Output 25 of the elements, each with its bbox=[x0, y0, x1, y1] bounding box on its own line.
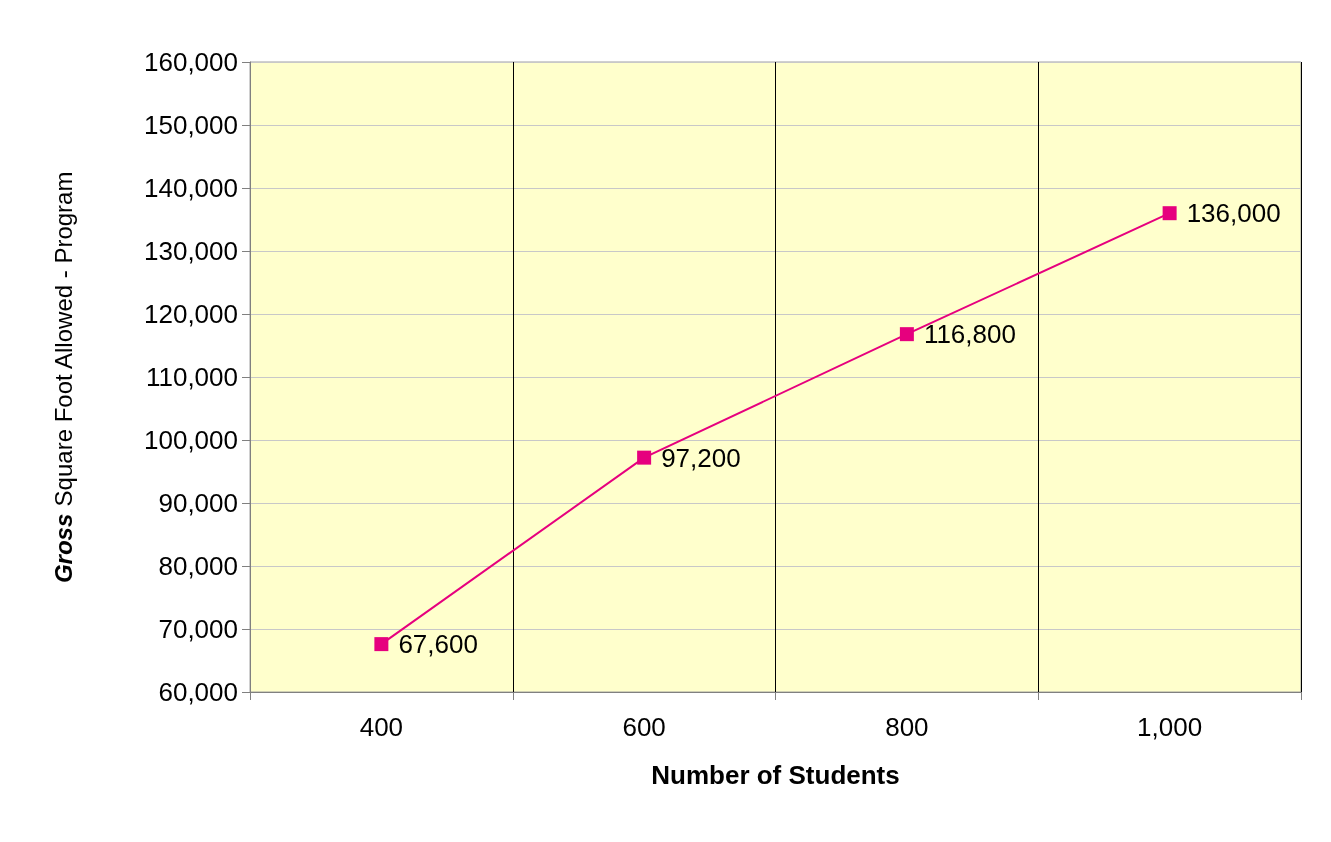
x-tick-label: 400 bbox=[359, 712, 404, 742]
point bbox=[637, 450, 652, 465]
y-tick-label: 140,000 bbox=[144, 173, 238, 203]
y-tick-label: 60,000 bbox=[158, 677, 238, 707]
point bbox=[374, 637, 389, 652]
y-tick-label: 80,000 bbox=[158, 551, 238, 581]
data-label: 136,000 bbox=[1186, 198, 1281, 229]
x-tick-label: 800 bbox=[885, 712, 929, 742]
y-tick-label: 150,000 bbox=[144, 110, 238, 140]
x-axis-title: Number of Students bbox=[651, 760, 900, 790]
y-tick-label: 100,000 bbox=[144, 425, 238, 455]
y-tick-label: 110,000 bbox=[145, 362, 238, 392]
y-tick-label: 120,000 bbox=[144, 299, 238, 329]
data-label: 116,800 bbox=[923, 319, 1016, 350]
y-tick-label: 130,000 bbox=[144, 236, 238, 266]
point bbox=[899, 327, 914, 342]
y-tick-label: 160,000 bbox=[144, 47, 238, 77]
y-tick-label: 70,000 bbox=[158, 614, 238, 644]
point bbox=[1162, 206, 1177, 221]
y-axis-title: Gross Square Foot Allowed - Program bbox=[49, 171, 77, 584]
x-tick-label: 1,000 bbox=[1137, 712, 1203, 742]
y-tick-label: 90,000 bbox=[158, 488, 238, 518]
data-label: 67,600 bbox=[398, 629, 478, 660]
data-label: 97,200 bbox=[661, 442, 741, 473]
x-tick-label: 600 bbox=[622, 712, 666, 742]
